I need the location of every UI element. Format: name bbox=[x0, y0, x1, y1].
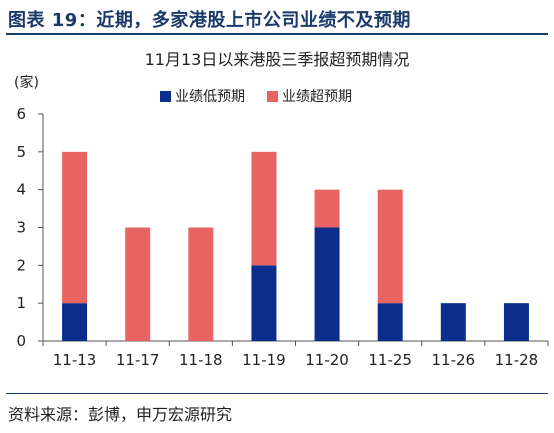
figure-title: 图表 19：近期，多家港股上市公司业绩不及预期 bbox=[8, 10, 411, 31]
bar-above-expectation bbox=[188, 227, 214, 341]
y-tick-label: 5 bbox=[16, 143, 26, 161]
y-tick-label: 2 bbox=[16, 256, 26, 274]
x-tick-label: 11-17 bbox=[116, 351, 160, 369]
bar-above-expectation bbox=[314, 189, 340, 228]
x-tick-label: 11-25 bbox=[368, 351, 412, 369]
chart-legend: 业绩低预期 业绩超预期 bbox=[160, 86, 352, 106]
y-tick-label: 3 bbox=[16, 219, 26, 237]
x-tick-label: 11-26 bbox=[432, 351, 476, 369]
bar-above-expectation bbox=[377, 189, 403, 304]
bar-below-expectation bbox=[62, 303, 88, 341]
bar-above-expectation bbox=[62, 151, 88, 304]
bar-below-expectation bbox=[440, 303, 466, 341]
x-tick-label: 11-20 bbox=[305, 351, 349, 369]
x-tick-label: 11-13 bbox=[53, 351, 97, 369]
x-tick-label: 11-18 bbox=[179, 351, 223, 369]
y-axis-unit-label: (家) bbox=[14, 75, 39, 91]
legend-item-above: 业绩超预期 bbox=[267, 86, 352, 106]
y-tick-label: 0 bbox=[16, 332, 26, 350]
x-tick-label: 11-28 bbox=[495, 351, 539, 369]
y-tick-label: 1 bbox=[16, 294, 26, 312]
bar-below-expectation bbox=[377, 303, 403, 341]
source-divider bbox=[6, 393, 548, 394]
y-tick-label: 4 bbox=[16, 181, 26, 199]
bar-below-expectation bbox=[503, 303, 529, 341]
x-tick-label: 11-19 bbox=[242, 351, 286, 369]
bar-above-expectation bbox=[125, 227, 151, 341]
legend-label-below: 业绩低预期 bbox=[175, 89, 245, 105]
legend-label-above: 业绩超预期 bbox=[282, 89, 352, 105]
bar-below-expectation bbox=[314, 227, 340, 341]
legend-swatch-above bbox=[267, 90, 278, 102]
bar-above-expectation bbox=[251, 151, 277, 266]
source-note: 资料来源：彭博，申万宏源研究 bbox=[8, 405, 233, 424]
chart-title: 11月13日以来港股三季报超预期情况 bbox=[144, 50, 410, 69]
title-divider bbox=[6, 33, 548, 35]
legend-item-below: 业绩低预期 bbox=[160, 86, 245, 106]
legend-swatch-below bbox=[160, 90, 171, 102]
y-tick-label: 6 bbox=[16, 105, 26, 123]
bar-below-expectation bbox=[251, 265, 277, 341]
